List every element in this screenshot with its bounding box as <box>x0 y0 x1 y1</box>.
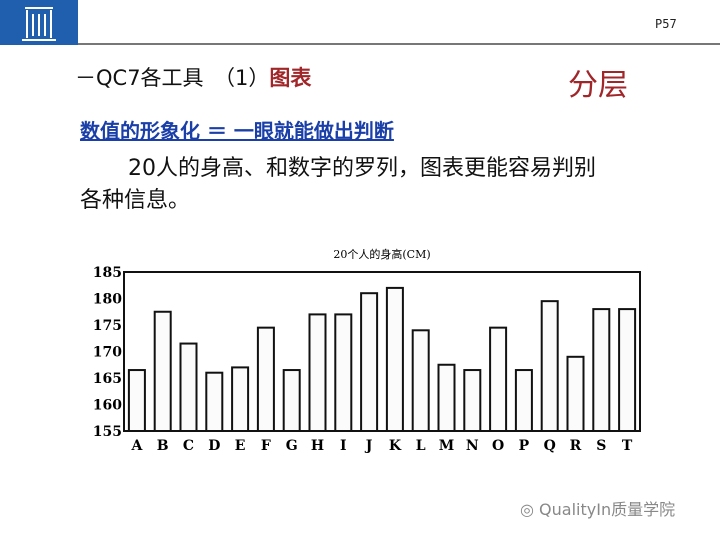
section-tag: 分层 <box>568 68 628 103</box>
x-tick-label: O <box>492 438 504 454</box>
bar-H <box>308 313 327 432</box>
bar-E <box>231 366 250 432</box>
logo <box>0 0 78 45</box>
body-line-2: 各种信息。 <box>80 188 191 213</box>
x-tick-label: D <box>208 438 220 454</box>
title-prefix: －QC7各工具 （1） <box>75 66 270 90</box>
slide-title: －QC7各工具 （1）图表 <box>75 62 311 92</box>
x-tick-label: P <box>519 438 530 454</box>
x-tick-label: Q <box>544 438 556 454</box>
x-tick-label: E <box>235 438 246 454</box>
bar-G <box>282 369 301 432</box>
plot-frame <box>123 271 641 432</box>
y-tick-label: 175 <box>93 318 122 334</box>
x-tick-label: K <box>389 438 402 454</box>
y-tick-label: 180 <box>93 292 122 308</box>
bar-B <box>153 310 172 432</box>
x-tick-label: M <box>439 438 455 454</box>
header-divider <box>78 43 720 45</box>
x-tick-label: S <box>596 438 606 454</box>
x-tick-label: R <box>570 438 582 454</box>
x-tick-label: N <box>466 438 479 454</box>
x-tick-label: J <box>364 438 373 454</box>
x-tick-label: C <box>183 438 194 454</box>
x-tick-label: L <box>416 438 426 454</box>
bar-K <box>385 286 404 432</box>
bar-S <box>592 308 611 433</box>
bar-P <box>514 369 533 432</box>
x-tick-label: G <box>286 438 298 454</box>
bar-O <box>489 326 508 432</box>
bar-Q <box>540 300 559 432</box>
y-tick-label: 170 <box>93 345 122 361</box>
x-tick-label: A <box>130 438 143 454</box>
bar-R <box>566 355 585 432</box>
title-highlight: 图表 <box>269 66 312 90</box>
bar-C <box>179 342 198 432</box>
bar-I <box>334 313 353 432</box>
bar-L <box>411 329 430 432</box>
bar-A <box>127 369 146 432</box>
body-line-1: 20人的身高、和数字的罗列，图表更能容易判别 <box>128 156 596 181</box>
wechat-icon: ◎ <box>520 500 540 519</box>
x-tick-label: T <box>622 438 633 454</box>
bar-M <box>437 363 456 432</box>
x-tick-label: H <box>311 438 324 454</box>
subtitle: 数值的形象化 ＝ 一眼就能做出判断 <box>80 119 394 143</box>
bar-N <box>463 369 482 432</box>
building-icon <box>22 7 56 41</box>
x-tick-label: I <box>340 438 347 454</box>
page-number: P57 <box>655 17 677 31</box>
bar-T <box>618 308 637 433</box>
bar-J <box>360 292 379 433</box>
bar-D <box>205 371 224 433</box>
bar-F <box>256 326 275 432</box>
y-tick-label: 185 <box>93 265 122 281</box>
x-tick-label: F <box>261 438 271 454</box>
watermark: ◎ QualityIn质量学院 <box>520 496 675 520</box>
y-tick-label: 165 <box>93 371 122 387</box>
chart-title: 20个人的身高(CM) <box>333 247 430 261</box>
y-tick-label: 160 <box>93 398 122 414</box>
x-tick-label: B <box>157 438 169 454</box>
watermark-text: QualityIn质量学院 <box>539 500 676 519</box>
y-tick-label: 155 <box>93 424 122 440</box>
